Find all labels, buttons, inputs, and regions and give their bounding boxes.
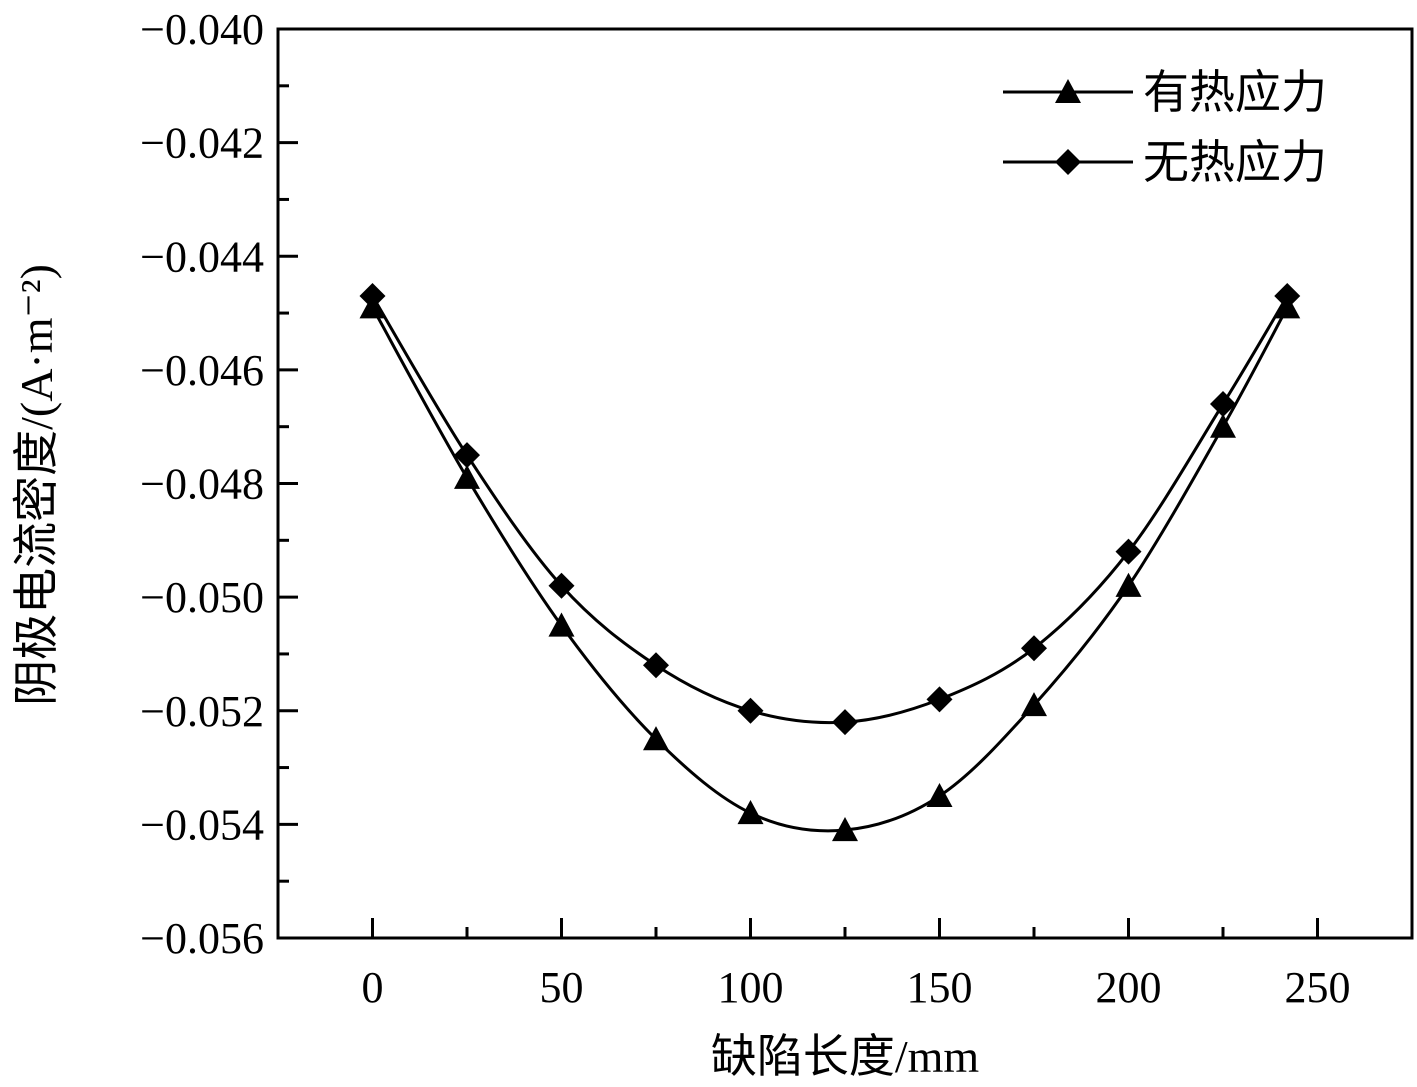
y-tick-label: −0.056 [140, 914, 264, 963]
legend-label: 有热应力 [1143, 67, 1327, 118]
data-point [548, 612, 575, 637]
data-point [1115, 572, 1142, 597]
data-point [737, 800, 764, 825]
y-tick-label: −0.044 [140, 232, 264, 281]
y-axis-title: 阴极电流密度/(A·m⁻²) [11, 264, 62, 706]
y-tick-label: −0.052 [140, 687, 264, 736]
data-point [643, 726, 669, 751]
x-tick-label: 0 [362, 963, 384, 1012]
y-tick-label: −0.048 [140, 460, 264, 509]
x-axis-title: 缺陷长度/mm [711, 1031, 980, 1082]
data-point [926, 686, 953, 713]
axes: −0.040 −0.042 −0.044 −0.046 −0.048 −0.050 −0.0… [140, 5, 1414, 1012]
y-tick-label: −0.050 [140, 573, 264, 622]
data-point [737, 697, 764, 724]
data-point [1274, 283, 1301, 310]
series-with-thermal-stress [359, 294, 1301, 842]
series-layer [359, 283, 1301, 842]
legend-marker [1055, 149, 1081, 175]
legend-item: 无热应力 [1003, 137, 1327, 188]
y-tick-label: −0.054 [140, 800, 264, 849]
series-without-thermal-stress [359, 283, 1301, 736]
x-tick-label: 100 [718, 963, 784, 1012]
data-point [1021, 692, 1047, 717]
legend-marker [1055, 79, 1081, 104]
series-line [371, 306, 1289, 833]
data-point [548, 572, 575, 599]
data-point [1021, 635, 1047, 662]
data-point [359, 283, 386, 310]
y-tick-label: −0.040 [140, 5, 264, 54]
series-line [371, 295, 1289, 725]
legend-item: 有热应力 [1003, 67, 1327, 118]
x-tick-label: 150 [907, 963, 973, 1012]
data-point [832, 817, 858, 842]
x-tick-label: 200 [1096, 963, 1162, 1012]
data-point [454, 464, 480, 489]
y-tick-label: −0.046 [140, 346, 264, 395]
data-point [832, 709, 858, 736]
x-tick-label: 50 [540, 963, 584, 1012]
legend-label: 无热应力 [1143, 137, 1327, 188]
data-point [643, 652, 669, 679]
data-point [926, 782, 953, 808]
x-tick-label: 250 [1285, 963, 1351, 1012]
data-point [1210, 390, 1236, 417]
data-point [1210, 413, 1236, 438]
data-point [454, 442, 480, 469]
y-tick-label: −0.042 [140, 119, 264, 168]
data-point [1115, 538, 1142, 565]
